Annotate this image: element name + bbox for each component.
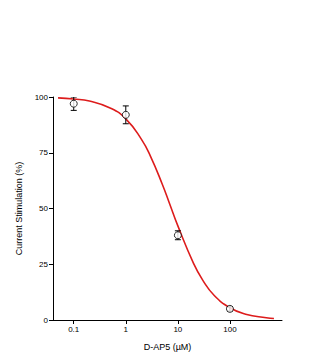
svg-text:Current Stimulation (%): Current Stimulation (%): [14, 162, 24, 256]
svg-text:1: 1: [124, 325, 129, 334]
svg-text:D-AP5 (µM): D-AP5 (µM): [144, 342, 192, 352]
svg-text:0: 0: [44, 316, 49, 325]
svg-text:75: 75: [39, 148, 48, 157]
svg-text:100: 100: [35, 93, 49, 102]
svg-text:50: 50: [39, 204, 48, 213]
svg-text:10: 10: [173, 325, 182, 334]
svg-text:100: 100: [223, 325, 237, 334]
svg-text:25: 25: [39, 260, 48, 269]
svg-text:0.1: 0.1: [68, 325, 80, 334]
